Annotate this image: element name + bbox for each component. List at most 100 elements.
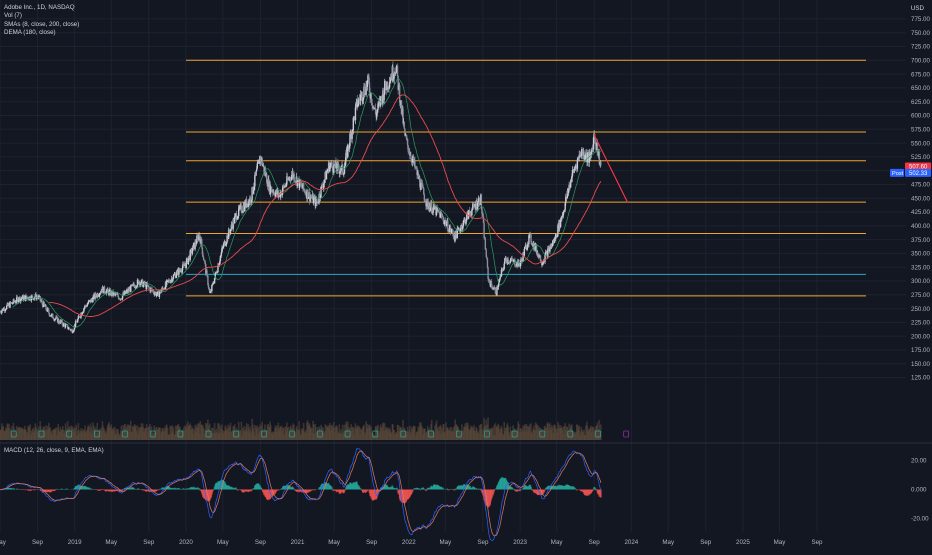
chart-grid (0, 0, 932, 532)
candle-body (104, 287, 105, 293)
candle-body (196, 236, 197, 244)
candle-body (206, 271, 207, 276)
trend-line-drawing (594, 134, 628, 202)
candle-body (424, 201, 425, 203)
macd-histogram-bar (122, 490, 124, 491)
indicator-vol[interactable]: Vol (7) (4, 12, 79, 20)
moving-average-lines (13, 79, 601, 328)
macd-histogram-bar (396, 488, 398, 490)
macd-histogram-bar (475, 488, 477, 489)
price-tick-label: 600.00 (911, 113, 930, 120)
candle-body (99, 293, 100, 295)
candle-body (256, 169, 257, 171)
candle-body (431, 203, 432, 213)
candle-body (407, 145, 408, 151)
candle-body (377, 103, 378, 109)
candle-body (52, 314, 53, 318)
candle-body (255, 171, 256, 175)
price-tick-label: 275.00 (911, 292, 930, 299)
indicator-smas[interactable]: SMAs (8, close, 200, close) (4, 21, 79, 29)
price-tick-label: 750.00 (911, 30, 930, 37)
price-tick-label: 725.00 (911, 44, 930, 51)
price-tick-label: 375.00 (911, 237, 930, 244)
indicator-dema[interactable]: DEMA (180, close) (4, 29, 79, 37)
candle-body (438, 210, 439, 212)
price-tick-label: 300.00 (911, 278, 930, 285)
price-tick-label: 650.00 (911, 85, 930, 92)
candle-body (552, 243, 553, 246)
macd-histogram-bar (493, 490, 495, 492)
candle-body (399, 85, 400, 103)
macd-histogram-bar (592, 490, 594, 492)
macd-tick-label: -20.00 (911, 516, 929, 523)
candle-body (77, 319, 78, 322)
candle-body (5, 309, 6, 310)
macd-tick-label: 20.00 (911, 458, 927, 465)
candle-body (293, 174, 294, 181)
candle-body (220, 256, 221, 261)
candle-body (303, 183, 304, 189)
candle-body (82, 313, 83, 315)
candle-body (176, 271, 177, 275)
candle-body (572, 170, 573, 176)
time-tick-label: 2019 (68, 539, 82, 546)
time-tick-label: May (662, 539, 675, 546)
candle-body (528, 235, 529, 244)
candle-body (495, 288, 496, 294)
earnings-marker-upcoming (624, 431, 629, 437)
candle-body (349, 134, 350, 146)
candle-body (600, 162, 601, 165)
candle-body (331, 162, 332, 166)
candle-body (481, 209, 482, 214)
macd-histogram-bar (367, 490, 369, 491)
candle-body (157, 292, 158, 295)
macd-histogram-bar (331, 487, 333, 489)
candle-body (26, 296, 27, 298)
candle-body (404, 128, 405, 135)
candle-body (479, 198, 480, 204)
candle-body (15, 302, 16, 303)
candle-body (216, 272, 217, 273)
macd-axis: 20.00 0.000 -20.00 (911, 458, 929, 523)
time-tick-label: 2024 (624, 539, 638, 546)
macd-histogram-bar (446, 489, 448, 490)
candle-body (79, 316, 80, 317)
candle-body (253, 186, 254, 190)
time-tick-label: Sep (366, 539, 378, 546)
candle-body (485, 239, 486, 250)
time-tick-label: Sep (700, 539, 712, 546)
candle-body (397, 66, 398, 76)
candle-body (257, 163, 258, 168)
time-tick-label: May (551, 539, 564, 546)
candle-body (82, 312, 83, 313)
macd-histogram-bar (139, 489, 141, 490)
candle-body (12, 303, 13, 304)
candle-body (389, 82, 390, 87)
macd-histogram-bar (199, 489, 201, 490)
candle-body (491, 285, 492, 289)
macd-histogram-bar (531, 489, 533, 490)
candle-body (471, 209, 472, 215)
candle-body (507, 259, 508, 263)
candle-body (372, 103, 373, 105)
candle-body (340, 166, 341, 171)
macd-pane (0, 448, 602, 540)
candle-body (506, 258, 507, 261)
macd-histogram-bar (179, 489, 181, 490)
candle-body (304, 189, 305, 190)
price-tick-label: 475.00 (911, 182, 930, 189)
candle-body (441, 214, 442, 217)
candle-body (351, 130, 352, 139)
price-tick-label: 450.00 (911, 195, 930, 202)
candle-body (414, 160, 415, 167)
symbol-title[interactable]: Adobe Inc., 1D, NASDAQ (4, 4, 79, 12)
macd-histogram-bar (261, 488, 263, 490)
macd-histogram-bar (237, 490, 239, 491)
macd-tick-label: 0.000 (911, 487, 927, 494)
candle-body (510, 260, 511, 262)
macd-legend[interactable]: MACD (12, 26, close, 9, EMA, EMA) (4, 447, 104, 454)
candle-body (381, 96, 382, 98)
